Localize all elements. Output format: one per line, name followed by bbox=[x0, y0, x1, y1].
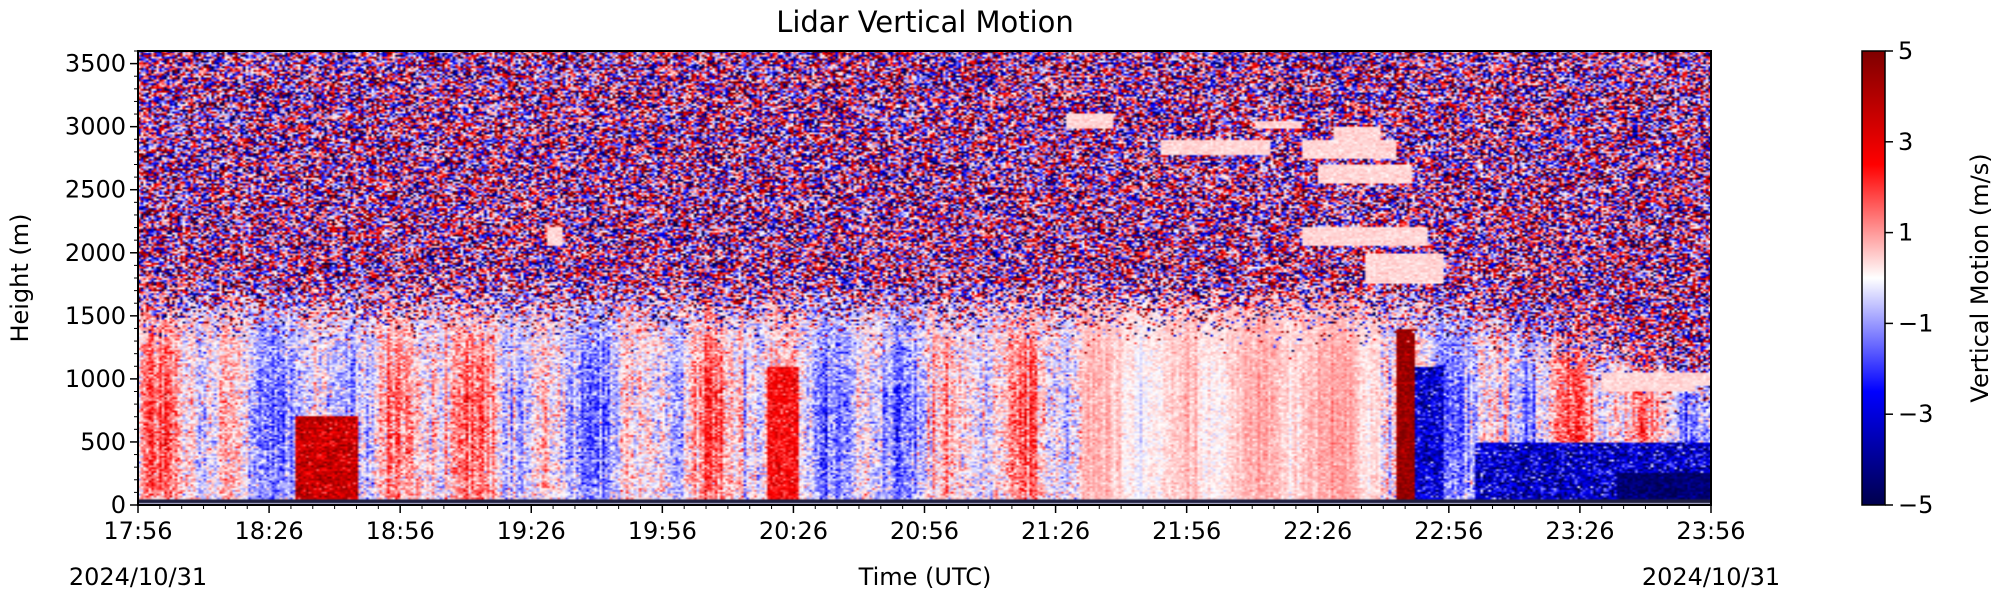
x-tick-label: 23:56 bbox=[1676, 517, 1745, 545]
x-tick-label: 20:26 bbox=[759, 517, 828, 545]
x-tick-label: 17:56 bbox=[103, 517, 172, 545]
x-tick-label: 19:56 bbox=[628, 517, 697, 545]
colorbar-tick-label: 5 bbox=[1898, 37, 1913, 65]
chart-title: Lidar Vertical Motion bbox=[776, 5, 1074, 39]
x-tick-label: 19:26 bbox=[497, 517, 566, 545]
y-tick-label: 1000 bbox=[65, 365, 126, 393]
y-tick-label: 2000 bbox=[65, 239, 126, 267]
y-tick-label: 0 bbox=[111, 491, 126, 519]
x-tick-label: 20:56 bbox=[890, 517, 959, 545]
y-tick-label: 3000 bbox=[65, 113, 126, 141]
x-tick-label: 18:56 bbox=[366, 517, 435, 545]
y-axis-label: Height (m) bbox=[6, 213, 34, 342]
x-tick-label: 18:26 bbox=[234, 517, 303, 545]
colorbar-label: Vertical Motion (m/s) bbox=[1966, 153, 1994, 402]
x-axis: 17:56 18:26 18:56 19:26 19:56 20:26 20:56 21:26… bbox=[103, 505, 1746, 545]
colorbar: 5 3 1 −1 −3 −5 Vertical Motion (m/s) bbox=[1861, 37, 1994, 519]
x-tick-label: 21:26 bbox=[1021, 517, 1090, 545]
y-tick-label: 500 bbox=[80, 428, 126, 456]
x-tick-label: 22:56 bbox=[1414, 517, 1483, 545]
x-tick-label: 21:56 bbox=[1152, 517, 1221, 545]
x-axis-label: Time (UTC) bbox=[858, 563, 992, 591]
colorbar-tick-label: −1 bbox=[1898, 309, 1933, 337]
x-tick-label: 22:26 bbox=[1283, 517, 1352, 545]
x-tick-label: 23:26 bbox=[1545, 517, 1614, 545]
colorbar-tick-label: −5 bbox=[1898, 491, 1933, 519]
colorbar-tick-label: −3 bbox=[1898, 400, 1933, 428]
plot-area bbox=[137, 50, 1712, 506]
colorbar-gradient bbox=[1861, 50, 1886, 506]
colorbar-tick-label: 1 bbox=[1898, 219, 1913, 247]
end-date-label: 2024/10/31 bbox=[1642, 563, 1780, 591]
start-date-label: 2024/10/31 bbox=[69, 563, 207, 591]
y-tick-label: 2500 bbox=[65, 176, 126, 204]
colorbar-tick-label: 3 bbox=[1898, 128, 1913, 156]
y-tick-label: 1500 bbox=[65, 302, 126, 330]
colorbar-ticks: 5 3 1 −1 −3 −5 bbox=[1885, 37, 1933, 519]
y-axis: 0 500 1000 1500 2000 2500 3000 3500 bbox=[65, 50, 138, 519]
heatmap-field bbox=[138, 51, 1711, 505]
y-tick-label: 3500 bbox=[65, 50, 126, 78]
